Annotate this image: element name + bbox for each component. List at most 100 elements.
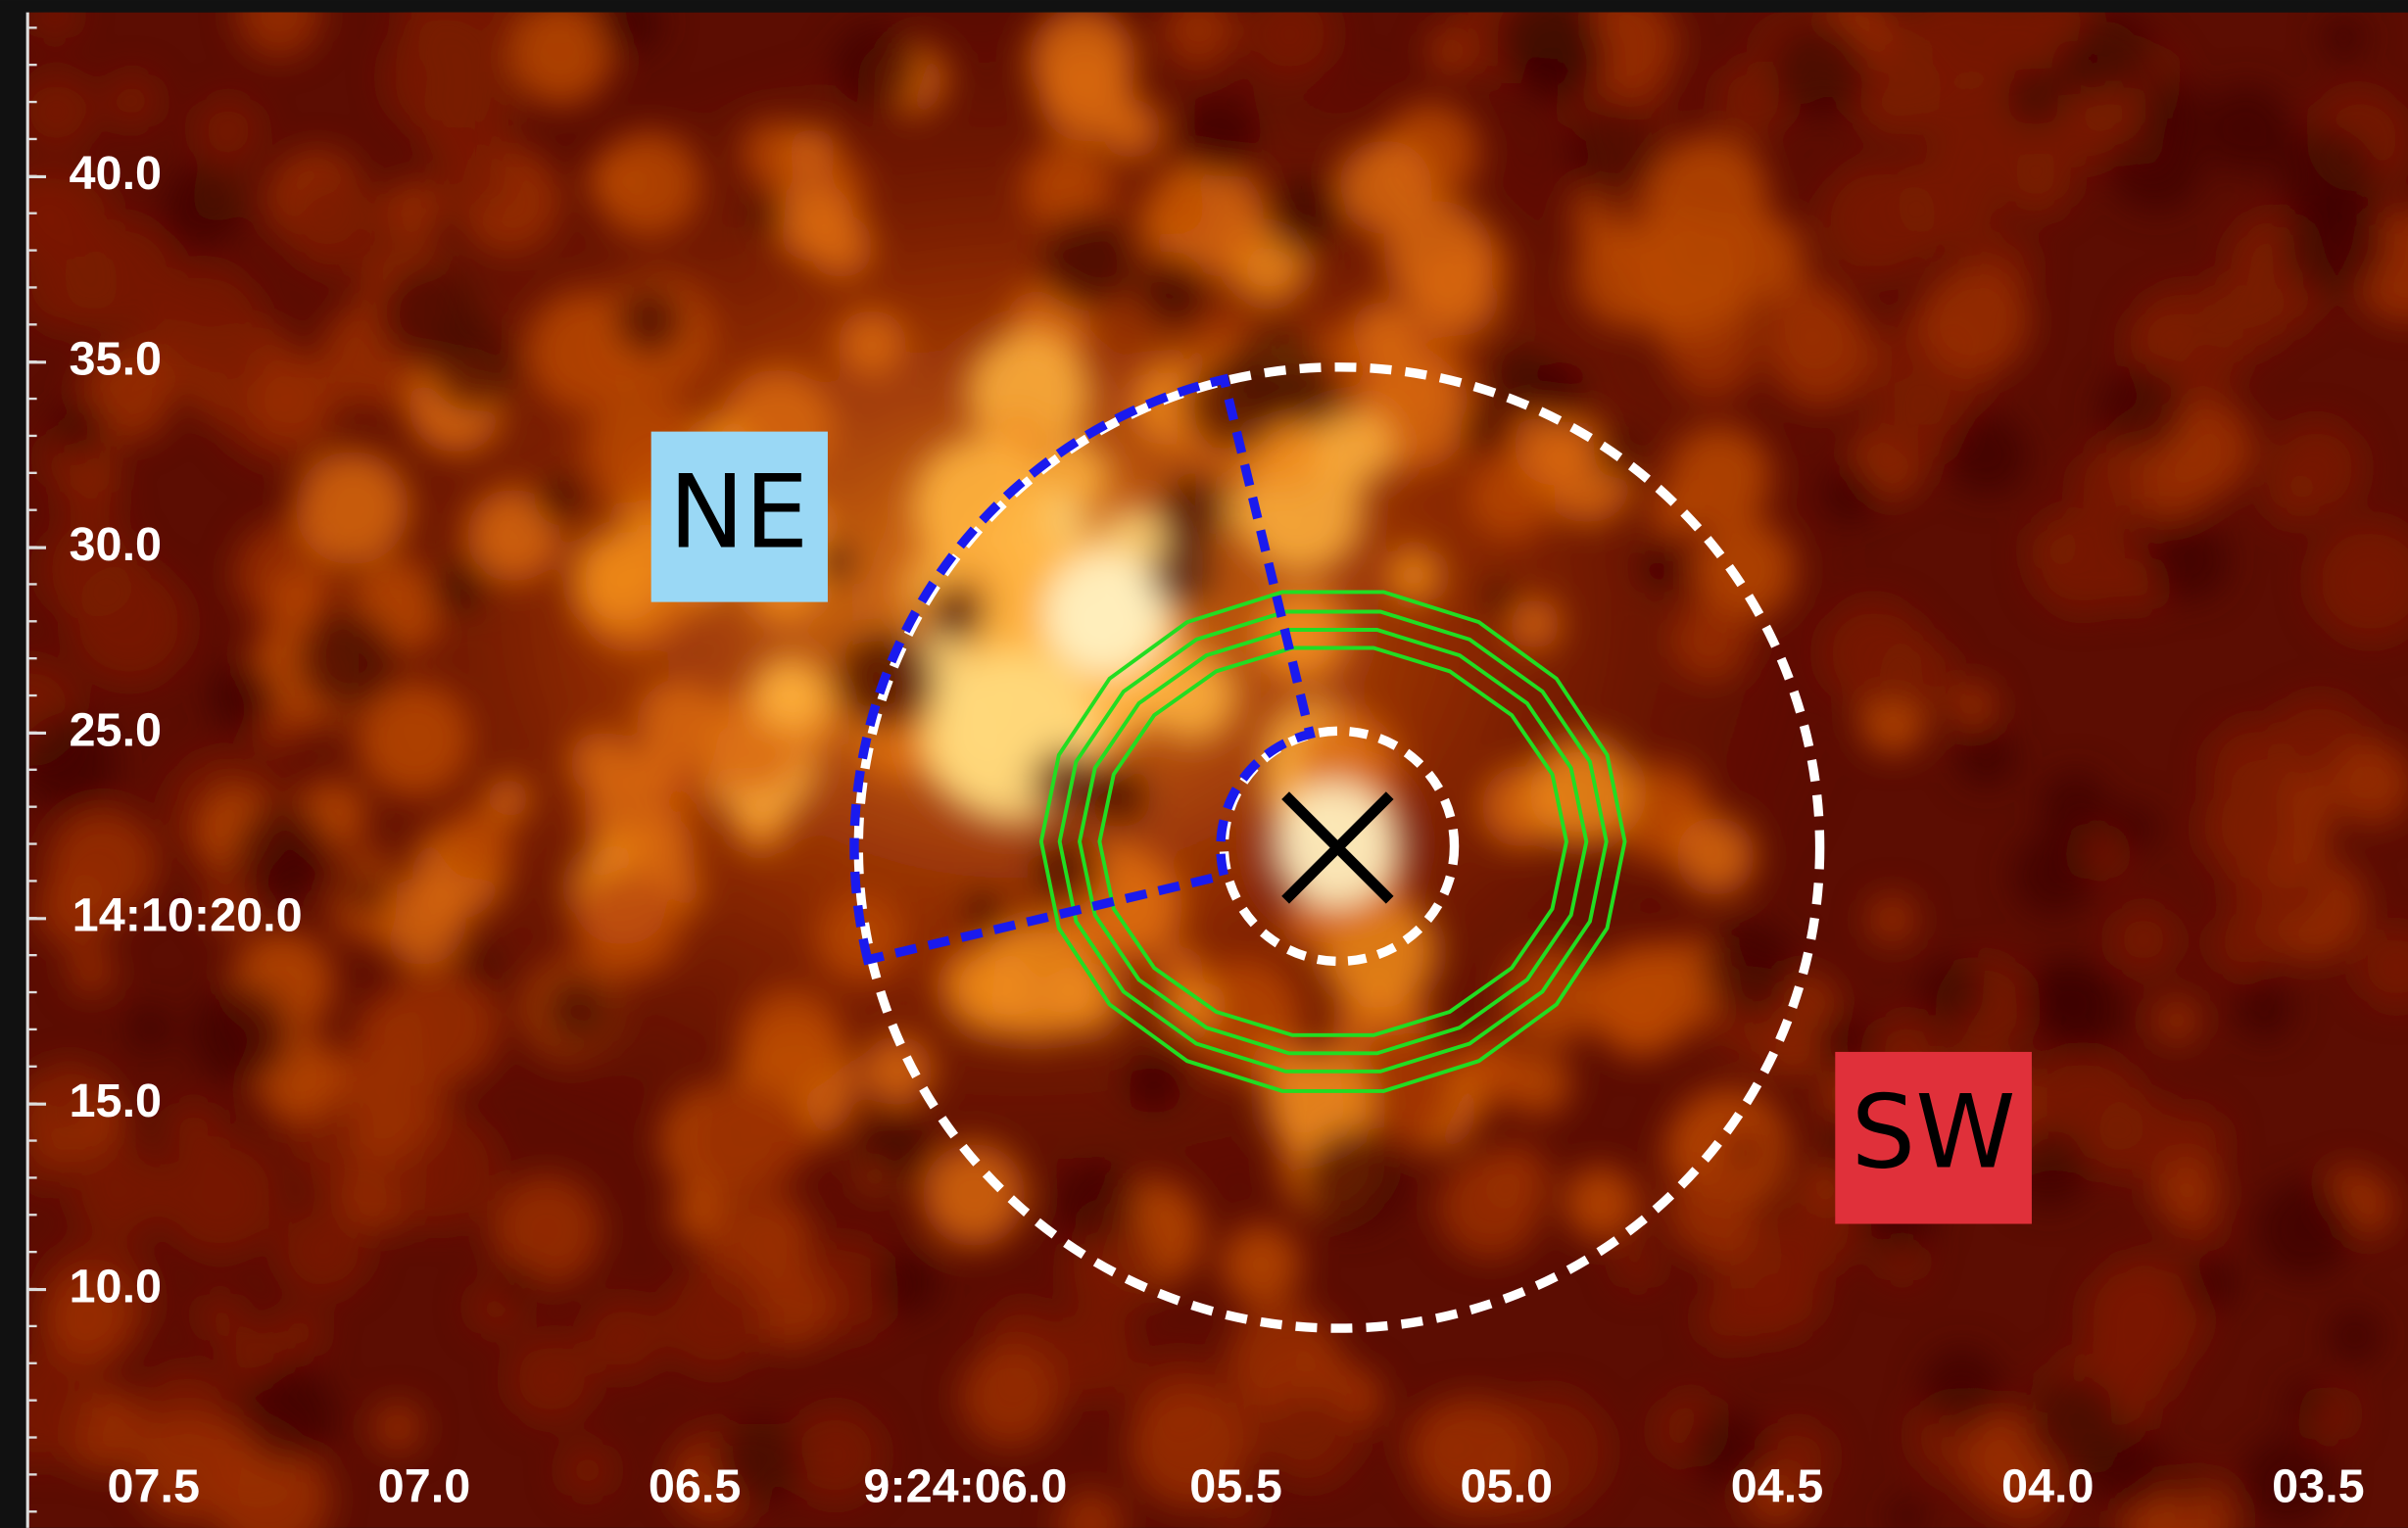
dark-blob [1149, 539, 1221, 610]
blob [574, 871, 683, 979]
dark-blob [1633, 540, 1688, 595]
dark-blob [2234, 979, 2295, 1040]
blob [588, 153, 640, 205]
blob [507, 1335, 596, 1423]
dark-blob [498, 1262, 537, 1301]
y-tick-label: 14:10:20.0 [72, 889, 303, 942]
dark-blob [161, 166, 244, 249]
dark-blob [1460, 406, 1506, 452]
blob [295, 452, 409, 565]
dark-blob [344, 871, 388, 915]
dark-blob [833, 24, 921, 112]
image [0, 0, 2408, 1528]
dark-blob [2149, 521, 2230, 601]
blob [1046, 1310, 1138, 1402]
x-tick-label: 04.0 [2001, 1460, 2095, 1513]
sw-label: SW [1852, 1074, 2016, 1192]
dark-blob [126, 1004, 174, 1052]
blob [198, 1294, 243, 1339]
blob [2030, 521, 2079, 570]
blob [808, 214, 873, 278]
dark-blob [296, 609, 398, 711]
blob [1388, 549, 1440, 601]
blob [1383, 201, 1493, 310]
blob [430, 119, 477, 166]
blob [1221, 1223, 1302, 1305]
dark-blob [207, 662, 276, 732]
dark-blob [1156, 472, 1232, 549]
dark-blob [1819, 463, 1881, 525]
blob [1101, 99, 1161, 159]
dark-blob [2322, 16, 2367, 61]
dark-blob [191, 983, 292, 1084]
dark-blob [459, 943, 503, 986]
dark-blob [1475, 576, 1519, 620]
blob [570, 732, 634, 795]
dark-blob [1955, 725, 2017, 787]
y-tick-label: 15.0 [70, 1074, 163, 1127]
dark-blob [2089, 1428, 2171, 1510]
blob [1564, 1167, 1635, 1238]
dark-blob [613, 285, 685, 357]
dark-blob [2185, 1256, 2240, 1312]
blob [1616, 1245, 1661, 1289]
dark-blob [1922, 1347, 2002, 1427]
blob [914, 438, 1052, 576]
blob [1867, 894, 1917, 944]
blob [960, 1346, 1061, 1447]
dark-blob [2097, 365, 2184, 452]
x-tick-label: 03.5 [2272, 1460, 2365, 1513]
blob [1676, 817, 1755, 895]
dark-blob [1567, 104, 1659, 195]
blob [287, 176, 386, 275]
dark-blob [744, 193, 787, 236]
dark-blob [1770, 21, 1868, 119]
blob [373, 1403, 423, 1453]
dark-blob [873, 1250, 939, 1316]
dark-blob [233, 804, 330, 901]
dark-blob [857, 1110, 933, 1185]
blob [661, 1266, 768, 1373]
y-tick-label: 30.0 [70, 518, 163, 571]
blob [247, 357, 335, 445]
ne-label: NE [669, 454, 809, 571]
dark-blob [2201, 84, 2291, 174]
blob [2154, 998, 2199, 1043]
dark-blob [1054, 1161, 1138, 1245]
blob [1029, 7, 1135, 114]
y-tick-label: 25.0 [70, 703, 163, 756]
blob [1897, 149, 2000, 253]
blob [195, 97, 262, 164]
dark-blob [1702, 920, 1797, 1015]
blob [2095, 1272, 2175, 1353]
blob [687, 1081, 804, 1199]
blob [2111, 907, 2177, 973]
dark-blob [2255, 1179, 2356, 1280]
dark-blob [241, 1366, 337, 1462]
blob [383, 181, 443, 241]
dark-blob [1136, 256, 1212, 331]
y-tick-label: 10.0 [70, 1260, 163, 1313]
blob [1722, 1127, 1770, 1175]
blob [560, 1444, 614, 1498]
dark-blob [1263, 172, 1345, 255]
blob [752, 658, 825, 731]
blob [160, 1135, 280, 1256]
dark-blob [1086, 763, 1151, 828]
blob [789, 127, 836, 174]
dark-blob [52, 400, 108, 455]
dark-blob [2110, 803, 2160, 853]
blob [275, 1307, 325, 1357]
y-tick-label: 35.0 [70, 333, 163, 386]
blob [739, 988, 843, 1093]
dark-blob [2039, 771, 2111, 843]
blob [270, 570, 324, 624]
dark-blob [1178, 93, 1262, 177]
dark-blob [2053, 41, 2107, 95]
blob [2266, 470, 2320, 524]
blob [277, 1204, 369, 1296]
y-tick-label: 40.0 [70, 147, 163, 200]
page: 40.035.030.025.014:10:20.015.010.007.507… [0, 0, 2408, 1528]
x-tick-label: 07.5 [107, 1460, 200, 1513]
x-tick-label: 04.5 [1731, 1460, 1824, 1513]
